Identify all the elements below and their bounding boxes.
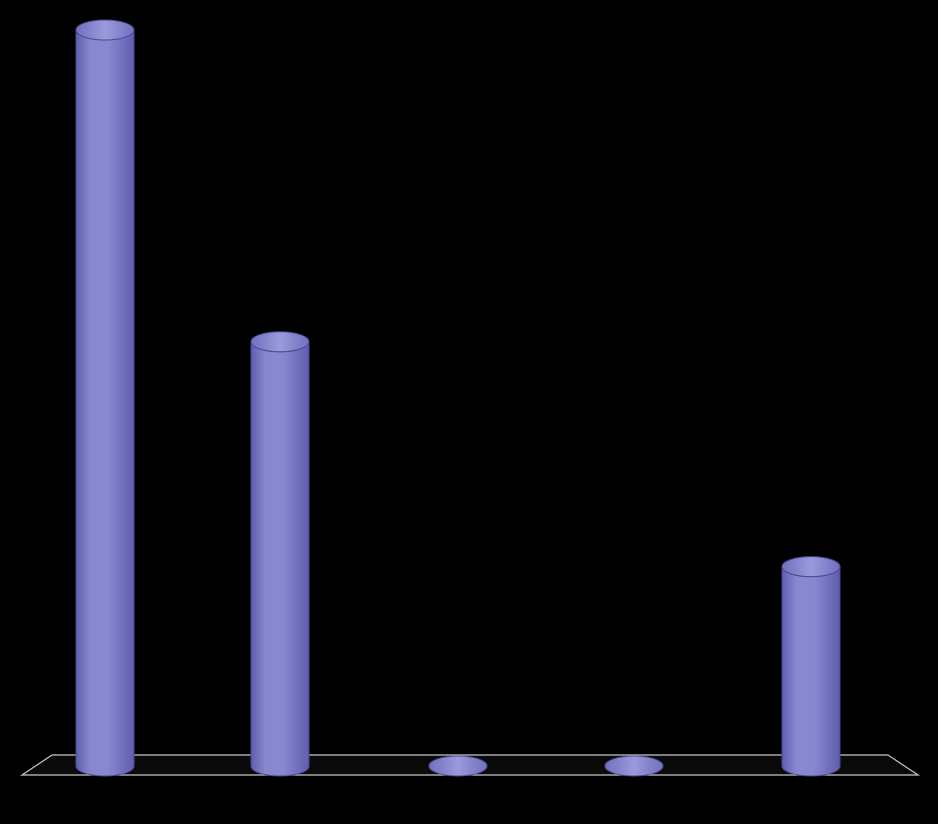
- bar-3: [605, 756, 663, 776]
- bar-2: [429, 756, 487, 776]
- cylinder-bar-chart: [0, 0, 938, 824]
- chart-bars: [76, 20, 840, 776]
- bar-1: [251, 332, 309, 776]
- chart-svg: [0, 0, 938, 824]
- bar-0: [76, 20, 134, 776]
- bar-4: [782, 557, 840, 776]
